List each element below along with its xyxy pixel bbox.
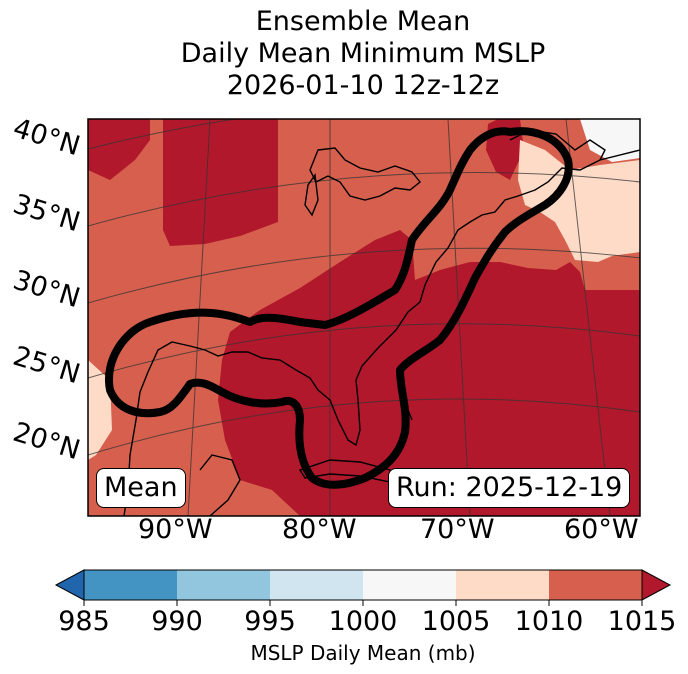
gridline-lon-60 bbox=[565, 119, 611, 516]
colorbar-tick-985: 985 bbox=[58, 606, 110, 637]
colorbar-tick-990: 990 bbox=[151, 606, 203, 637]
lon-label-60w: 60°W bbox=[564, 514, 639, 545]
gridline-lat-30 bbox=[88, 247, 640, 304]
colorbar-tick-1005: 1005 bbox=[421, 606, 491, 637]
field-1000-1005-corner bbox=[580, 119, 640, 162]
ensemble-contour bbox=[104, 127, 573, 489]
coastline-great-lakes bbox=[309, 147, 421, 201]
mean-label-box: Mean bbox=[96, 468, 186, 508]
coastline-lake-michigan bbox=[304, 173, 319, 217]
gridline-lat-20 bbox=[88, 398, 640, 456]
field-gt1015-northwest bbox=[88, 119, 150, 180]
field-gt1015-north bbox=[163, 119, 278, 246]
colorbar-tick-1000: 1000 bbox=[328, 606, 398, 637]
colorbar-990-995 bbox=[177, 570, 270, 600]
gridline-lon-90 bbox=[187, 119, 211, 516]
colorbar-1005-1010 bbox=[456, 570, 549, 600]
colorbar-1010-1015 bbox=[549, 570, 642, 600]
colorbar-1000-1005 bbox=[363, 570, 456, 600]
colorbar-tick-1015: 1015 bbox=[607, 606, 677, 637]
coastline-east-us bbox=[123, 149, 640, 516]
gridline-lat-40 bbox=[88, 119, 239, 150]
gridline-lat-35 bbox=[88, 172, 640, 227]
run-date-box: Run: 2025-12-19 bbox=[388, 468, 631, 508]
coastline-yucatan bbox=[199, 454, 241, 516]
field-1005-1010-east bbox=[518, 140, 640, 262]
title-line-3: 2026-01-10 12z-12z bbox=[226, 70, 500, 101]
map-frame bbox=[87, 118, 641, 517]
lon-label-70w: 70°W bbox=[420, 514, 495, 545]
lon-label-80w: 80°W bbox=[282, 514, 357, 545]
colorbar-extend-high bbox=[641, 569, 672, 601]
colorbar-extend-low bbox=[54, 569, 85, 601]
title-line-1: Ensemble Mean bbox=[255, 6, 471, 37]
colorbar-985-990 bbox=[84, 570, 177, 600]
gridline-lat-25 bbox=[88, 323, 640, 379]
colorbar-tick-1010: 1010 bbox=[514, 606, 584, 637]
colorbar-995-1000 bbox=[270, 570, 363, 600]
colorbar-tick-995: 995 bbox=[244, 606, 296, 637]
colorbar-label: MSLP Daily Mean (mb) bbox=[250, 641, 476, 665]
field-gt1015-main bbox=[218, 230, 640, 516]
title-line-2: Daily Mean Minimum MSLP bbox=[180, 38, 546, 69]
lon-label-90w: 90°W bbox=[138, 514, 213, 545]
